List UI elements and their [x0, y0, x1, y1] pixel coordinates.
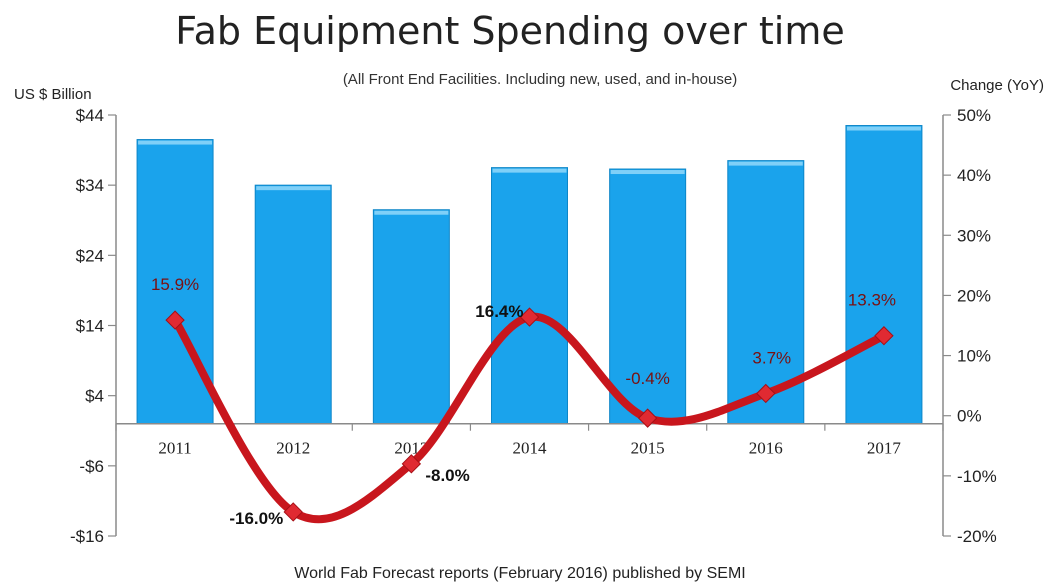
line-layer	[165, 307, 894, 524]
chart-footer: World Fab Forecast reports (February 201…	[294, 565, 745, 582]
yoy-point-2014	[519, 307, 540, 327]
y-tick-label: $4	[85, 387, 104, 406]
yoy-label-2015: -0.4%	[625, 369, 669, 388]
bar-2012	[254, 184, 332, 425]
bar-highlight-2013	[374, 210, 449, 215]
y-tick-label: $24	[76, 246, 104, 265]
yoy-label-2016: 3.7%	[752, 348, 791, 367]
y2-tick-label: 30%	[957, 226, 991, 245]
x-tick-label-2015: 2015	[631, 439, 665, 458]
bar-highlight-2015	[610, 170, 685, 175]
yoy-point-2013	[401, 454, 422, 474]
labels-layer: 15.9% -16.0% -8.0% 16.4% -0.4% 3.7% 13.3%	[151, 275, 896, 528]
y2-tick-label: 20%	[957, 286, 991, 305]
bar-highlight-2014	[492, 168, 567, 173]
yoy-label-2017: 13.3%	[848, 291, 896, 310]
yoy-label-2012: -16.0%	[229, 509, 283, 528]
yoy-label-2014: 16.4%	[475, 302, 523, 321]
bar-2017	[845, 125, 923, 425]
y2-axis-label: Change (YoY)	[950, 77, 1044, 94]
bar-highlight-2016	[728, 161, 803, 166]
chart-title: Fab Equipment Spending over time	[175, 9, 845, 53]
bar-highlight-2012	[256, 186, 331, 191]
bar-2013	[372, 209, 450, 425]
yoy-point-2017	[874, 326, 894, 346]
x-tick-label-2011: 2011	[158, 439, 191, 458]
y2-tick-label: 0%	[957, 407, 982, 426]
yoy-point-2012	[283, 502, 303, 522]
yoy-point-2016	[756, 383, 776, 404]
x-tick-label-2014: 2014	[513, 439, 548, 458]
x-tick-label-2016: 2016	[749, 439, 783, 458]
y-axis-label: US $ Billion	[14, 86, 92, 103]
y-tick-label: -$6	[79, 457, 104, 476]
axes-layer: 2011 2012 2013 2014 2015 2016 2017-$16-$6$4$14…	[70, 106, 997, 546]
yoy-label-2013: -8.0%	[425, 466, 469, 485]
y2-tick-label: 10%	[957, 347, 991, 366]
y-tick-label: $34	[76, 176, 104, 195]
y2-tick-label: -20%	[957, 527, 997, 546]
y2-tick-label: 40%	[957, 166, 991, 185]
yoy-point-2015	[637, 408, 658, 428]
chart-subtitle: (All Front End Facilities. Including new…	[343, 71, 737, 88]
y2-tick-label: -10%	[957, 467, 997, 486]
bar-2014	[491, 167, 568, 425]
y-tick-label: $44	[76, 106, 104, 125]
yoy-point-2011	[165, 310, 185, 330]
y-tick-label: $14	[76, 317, 104, 336]
bar-highlight-2017	[846, 126, 921, 131]
bar-highlight-2011	[138, 140, 213, 145]
y-tick-label: -$16	[70, 527, 104, 546]
y2-tick-label: 50%	[957, 106, 991, 125]
yoy-label-2011: 15.9%	[151, 275, 199, 294]
x-tick-label-2012: 2012	[276, 439, 310, 458]
x-tick-label-2017: 2017	[867, 439, 902, 458]
